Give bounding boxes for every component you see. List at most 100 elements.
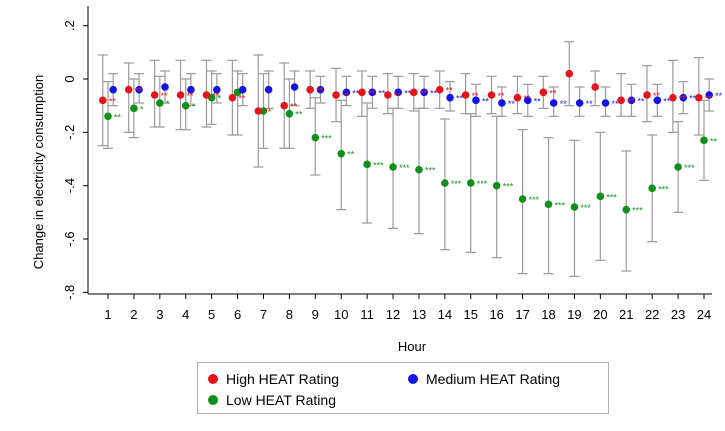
sig-label-medium: ** — [612, 99, 620, 109]
sig-label-medium: ** — [482, 96, 490, 106]
sig-label-medium: ** — [689, 94, 697, 104]
point-low — [518, 195, 527, 203]
sig-label-high: ** — [446, 86, 454, 96]
point-low — [389, 163, 397, 171]
x-tick-label: 11 — [360, 307, 374, 322]
sig-label-high: ** — [420, 88, 428, 98]
point-high — [228, 93, 237, 102]
legend-marker-medium — [408, 374, 418, 384]
sig-label-low: *** — [684, 163, 695, 173]
x-tick-label: 18 — [541, 307, 555, 322]
x-tick-label: 4 — [182, 307, 189, 322]
sig-label-low: *** — [373, 160, 384, 170]
x-tick-label: 13 — [412, 307, 426, 322]
sig-label-high: ** — [472, 91, 480, 101]
sig-label-high: ** — [238, 94, 246, 104]
point-medium — [290, 83, 299, 91]
x-tick-label: 15 — [464, 307, 478, 322]
y-axis-title: Change in electricity consumption — [31, 75, 46, 269]
point-low — [622, 205, 631, 214]
point-low — [130, 104, 138, 113]
point-medium — [679, 93, 688, 102]
sig-label-low: *** — [632, 206, 643, 216]
sig-label-low: ** — [114, 112, 122, 122]
point-high — [461, 91, 470, 99]
sig-label-low: *** — [658, 184, 669, 194]
sig-label-medium: ** — [352, 88, 360, 98]
x-tick-label: 21 — [619, 307, 633, 322]
sig-label-low: *** — [425, 166, 436, 176]
point-high — [669, 93, 677, 102]
sig-label-high: ** — [627, 96, 635, 106]
x-tick-label: 3 — [156, 307, 163, 322]
x-tick-label: 23 — [671, 307, 685, 322]
point-medium — [161, 83, 169, 91]
point-low — [337, 149, 346, 158]
x-tick-label: 1 — [104, 307, 111, 322]
legend-label-low: Low HEAT Rating — [226, 392, 336, 408]
x-tick-label: 24 — [697, 307, 711, 322]
point-low — [415, 165, 423, 174]
sig-label-low: ** — [710, 136, 718, 146]
point-low — [156, 99, 164, 107]
sig-label-low: *** — [580, 203, 591, 213]
point-medium — [420, 88, 428, 97]
point-medium — [238, 85, 247, 94]
point-high — [695, 93, 703, 102]
sig-label-low: *** — [321, 134, 332, 144]
sig-label-low: ** — [347, 150, 355, 160]
sig-label-high: ** — [316, 86, 324, 96]
sig-label-medium: ** — [663, 96, 671, 106]
sig-label-high: ** — [135, 86, 143, 96]
point-medium — [523, 96, 532, 105]
point-low — [441, 179, 449, 187]
point-low — [700, 136, 708, 145]
legend-item-low: Low HEAT Rating — [208, 392, 336, 408]
axis-ticks: .20-.2-.4-.6-.81 2 3 4 5 6 7 8 9 10 11 12 13 14 15 16 17… — [62, 20, 711, 322]
point-medium — [498, 99, 506, 107]
sig-label-medium: ** — [586, 99, 594, 109]
legend-label-high: High HEAT Rating — [226, 371, 340, 387]
sig-label-high: ** — [212, 91, 220, 101]
point-high — [306, 85, 314, 94]
sig-label-high: ** — [342, 91, 350, 101]
data-marks: **** ************ *** ****** *** ********* ***… — [97, 41, 723, 277]
point-high — [254, 107, 263, 115]
sig-label-high: ** — [653, 91, 661, 101]
point-high — [539, 88, 548, 97]
point-high — [643, 91, 651, 99]
point-high — [202, 91, 211, 99]
x-tick-label: 22 — [645, 307, 659, 322]
sig-label-high: ** — [290, 102, 298, 112]
sig-label-low: *** — [555, 200, 566, 210]
y-tick-label: -.6 — [62, 231, 77, 246]
point-high — [591, 83, 599, 91]
legend-marker-low — [208, 395, 218, 405]
sig-label-high: ** — [264, 107, 272, 117]
sig-label-medium: ** — [430, 88, 438, 98]
point-medium — [187, 85, 195, 94]
x-tick-label: 6 — [234, 307, 241, 322]
sig-label-low: ** — [295, 110, 303, 120]
point-high — [332, 91, 340, 99]
sig-label-low: * — [140, 104, 144, 114]
sig-label-high: ** — [498, 91, 506, 101]
point-high — [409, 88, 418, 97]
point-medium — [705, 91, 713, 99]
point-low — [544, 200, 553, 209]
sig-label-high: ** — [368, 88, 376, 98]
point-low — [311, 133, 320, 142]
point-low — [492, 181, 501, 190]
x-tick-label: 8 — [286, 307, 293, 322]
legend-marker-high — [208, 374, 218, 384]
point-high — [487, 91, 496, 99]
point-medium — [213, 85, 221, 94]
sig-label-high: ** — [161, 91, 169, 101]
point-medium — [549, 99, 558, 107]
x-tick-label: 12 — [386, 307, 400, 322]
sig-label-low: *** — [529, 195, 540, 205]
sig-label-medium: ** — [456, 94, 464, 104]
x-tick-label: 14 — [438, 307, 452, 322]
